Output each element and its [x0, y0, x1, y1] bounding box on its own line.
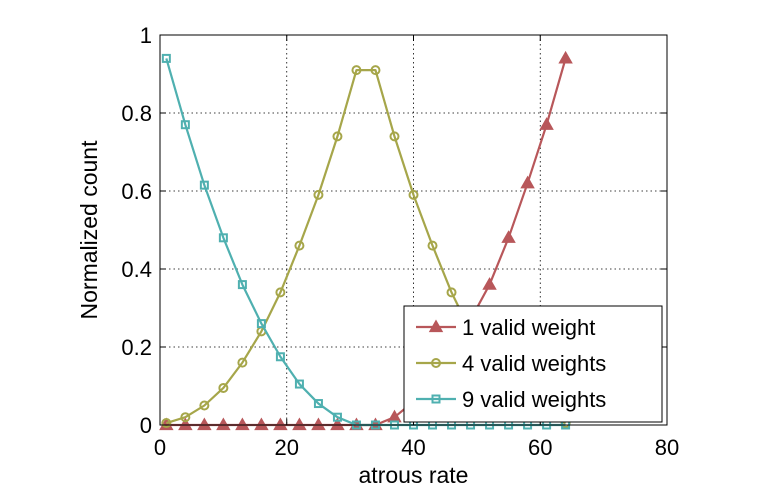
data-point [389, 131, 400, 142]
data-point [482, 277, 497, 290]
data-point [351, 65, 362, 76]
data-point [180, 412, 191, 423]
data-point [275, 352, 285, 362]
data-point [558, 50, 573, 64]
data-point [199, 180, 209, 190]
legend-label: 1 valid weight [462, 315, 595, 340]
data-point [446, 287, 457, 298]
y-tick-label: 0.8 [121, 101, 152, 126]
data-point [237, 357, 248, 368]
data-point [235, 417, 250, 431]
data-point [294, 240, 305, 251]
data-point [408, 189, 419, 200]
legend: 1 valid weight 4 valid weights 9 valid wei… [403, 305, 663, 423]
legend-marker [431, 358, 441, 368]
y-tick-label: 0.6 [121, 179, 152, 204]
data-point [292, 417, 307, 431]
data-point [178, 417, 193, 431]
legend-marker [431, 394, 441, 404]
data-point [520, 175, 535, 189]
data-point [332, 131, 343, 142]
y-tick-label: 0 [140, 413, 152, 438]
data-point [254, 417, 269, 431]
data-point [370, 65, 381, 76]
x-tick-label: 20 [275, 435, 299, 460]
data-point [197, 417, 212, 431]
data-point [427, 240, 438, 251]
data-point [199, 400, 210, 411]
y-tick-label: 0.4 [121, 257, 152, 282]
data-point [161, 53, 171, 63]
data-point [539, 117, 554, 130]
x-tick-label: 80 [655, 435, 679, 460]
data-point [216, 417, 231, 431]
tick-layer: 0 20 40 60 80 0 0.2 0.4 0.6 0.8 1 [121, 23, 679, 460]
data-point [237, 280, 247, 290]
legend-label: 4 valid weights [462, 351, 606, 376]
legend-item: 9 valid weights [416, 387, 606, 412]
x-axis-label: atrous rate [359, 462, 469, 488]
y-axis-label: Normalized count [76, 140, 102, 320]
data-point [180, 120, 190, 130]
data-point [330, 417, 345, 431]
data-point [275, 287, 286, 298]
legend-marker [428, 319, 444, 333]
data-point [313, 189, 324, 200]
data-point [256, 319, 266, 329]
legend-item: 4 valid weights [416, 351, 606, 376]
y-tick-label: 1 [140, 23, 152, 48]
data-point [313, 399, 323, 409]
legend-item: 1 valid weight [416, 315, 595, 340]
data-point [501, 230, 516, 243]
x-tick-label: 60 [528, 435, 552, 460]
data-point [273, 417, 288, 431]
legend-label: 9 valid weights [462, 387, 606, 412]
data-point [218, 233, 228, 243]
x-tick-label: 0 [154, 435, 166, 460]
data-point [311, 417, 326, 431]
data-point [161, 418, 172, 429]
data-point [294, 379, 304, 389]
data-point [332, 412, 342, 422]
x-tick-label: 40 [401, 435, 425, 460]
data-point [218, 382, 229, 393]
y-tick-label: 0.2 [121, 335, 152, 360]
